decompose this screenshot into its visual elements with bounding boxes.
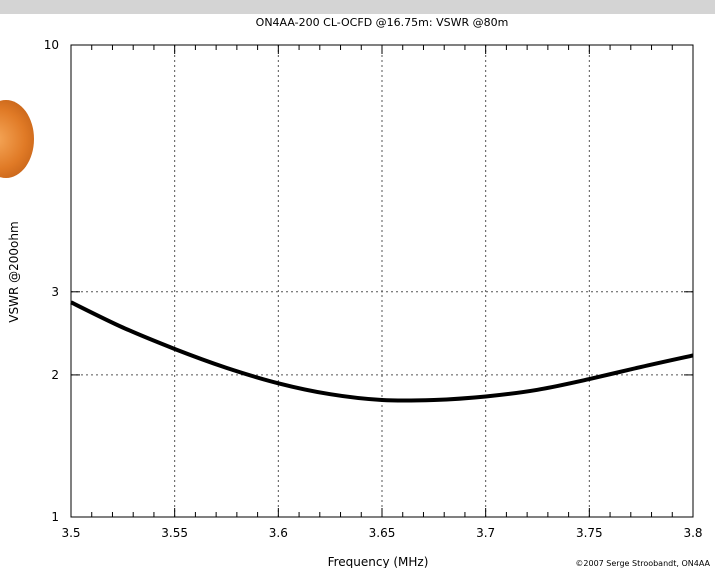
x-tick-label: 3.5 — [61, 526, 80, 540]
grid — [71, 45, 693, 517]
top-band — [0, 0, 715, 14]
x-tick-label: 3.6 — [269, 526, 288, 540]
x-tick-label: 3.7 — [476, 526, 495, 540]
x-tick-label: 3.75 — [576, 526, 603, 540]
x-tick-label: 3.8 — [683, 526, 702, 540]
y-tick-label: 1 — [51, 510, 59, 524]
y-tick-label: 3 — [51, 285, 59, 299]
x-tick-label: 3.55 — [161, 526, 188, 540]
y-axis-label: VSWR @200ohm — [7, 221, 21, 322]
y-tick-label: 2 — [51, 368, 59, 382]
credit-text: ©2007 Serge Stroobandt, ON4AA — [575, 559, 710, 568]
plot-frame — [70, 44, 694, 518]
x-tick-label: 3.65 — [369, 526, 396, 540]
ticks: 3.5 3.55 3.6 3.65 3.7 3.75 3.8 1 2 3 10 — [44, 38, 703, 540]
series-layer — [70, 300, 694, 403]
y-tick-label: 10 — [44, 38, 59, 52]
vswr-series-line — [70, 300, 694, 403]
chart-title: ON4AA-200 CL-OCFD @16.75m: VSWR @80m — [256, 16, 509, 29]
x-axis-label: Frequency (MHz) — [328, 555, 429, 568]
